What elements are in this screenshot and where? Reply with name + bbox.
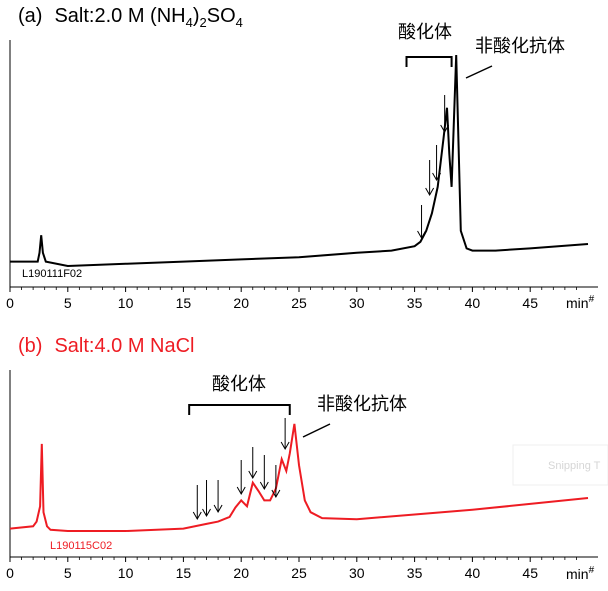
panel-a-x-tick-label: 10 [118,295,134,311]
panel-b-x-unit: min# [566,565,595,582]
panel-b-non-oxidized-pointer [302,423,331,438]
panel-a: (a) Salt:2.0 M (NH4)2SO4 0 5 10 15 20 25 30 35 40… [6,5,598,311]
panel-a-x-tick-label: 25 [291,295,307,311]
snipping-ghost-box [512,444,608,486]
panel-b-arrow-head [280,441,290,451]
panel-b-x-tick-label: 35 [407,565,423,581]
panel-b-arrow-head [259,481,269,491]
panel-b-x-tick-label: 30 [349,565,365,581]
panel-b-sample-id: L190115C02 [50,540,112,552]
panel-a-arrow-head [417,230,426,240]
panel-b-arrow-head [271,489,281,499]
panel-b-arrow-head [192,511,202,521]
snipping-watermark: Snipping T [548,460,601,472]
panel-a-x-tick-label: 5 [64,295,72,311]
panel-a-title: (a) Salt:2.0 M (NH4)2SO4 [18,5,243,30]
panel-a-x-tick-label: 45 [522,295,538,311]
panel-a-x-tick-label: 15 [176,295,192,311]
panel-b-arrow-head [213,504,223,514]
panel-a-non-oxidized-label: 非酸化抗体 [475,36,565,57]
panel-a-sample-id: L190111F02 [22,268,82,280]
panel-a-trace [10,54,589,268]
panel-b-arrow-head [248,470,258,480]
panel-b-x-tick-label: 10 [118,565,134,581]
panel-b-x-tick-label: 15 [176,565,192,581]
panel-b: (b) Salt:4.0 M NaCl 0 5 10 15 20 25 30 35 40 45 mi… [6,335,598,582]
panel-a-arrows [417,95,450,240]
panel-b-non-oxidized-label: 非酸化抗体 [317,394,407,415]
panel-b-x-tick-label: 25 [291,565,307,581]
panel-a-arrow-head [425,187,435,197]
panel-a-oxidized-bracket [405,56,453,67]
panel-b-arrows [192,418,290,521]
panel-a-x-tick-label: 30 [349,295,365,311]
panel-b-x-tick-label: 45 [522,565,538,581]
panel-a-x-tick-label: 35 [407,295,423,311]
panel-b-title: (b) Salt:4.0 M NaCl [18,335,195,357]
panel-a-x-ticks: 0 5 10 15 20 25 30 35 40 45 [6,287,577,311]
panel-b-arrow-head [236,486,246,496]
panel-b-x-tick-label: 40 [465,565,481,581]
panel-a-x-tick-label: 40 [465,295,481,311]
panel-b-x-tick-label: 20 [233,565,249,581]
panel-b-x-ticks: 0 5 10 15 20 25 30 35 40 45 [6,557,577,581]
panel-b-oxidized-label: 酸化体 [212,374,266,395]
panel-b-oxidized-bracket [188,404,291,415]
panel-a-x-tick-label: 0 [6,295,14,311]
panel-b-x-tick-label: 5 [64,565,72,581]
panel-a-arrow-head [440,124,450,134]
panel-a-x-unit: min# [566,294,595,311]
panel-b-trace [9,423,589,532]
panel-a-arrow-head [432,172,441,182]
panel-a-oxidized-label: 酸化体 [398,22,452,43]
panel-a-non-oxidized-pointer [465,65,493,79]
panel-b-arrow-head [202,508,211,518]
panel-a-x-tick-label: 20 [233,295,249,311]
panel-b-x-tick-label: 0 [6,565,14,581]
